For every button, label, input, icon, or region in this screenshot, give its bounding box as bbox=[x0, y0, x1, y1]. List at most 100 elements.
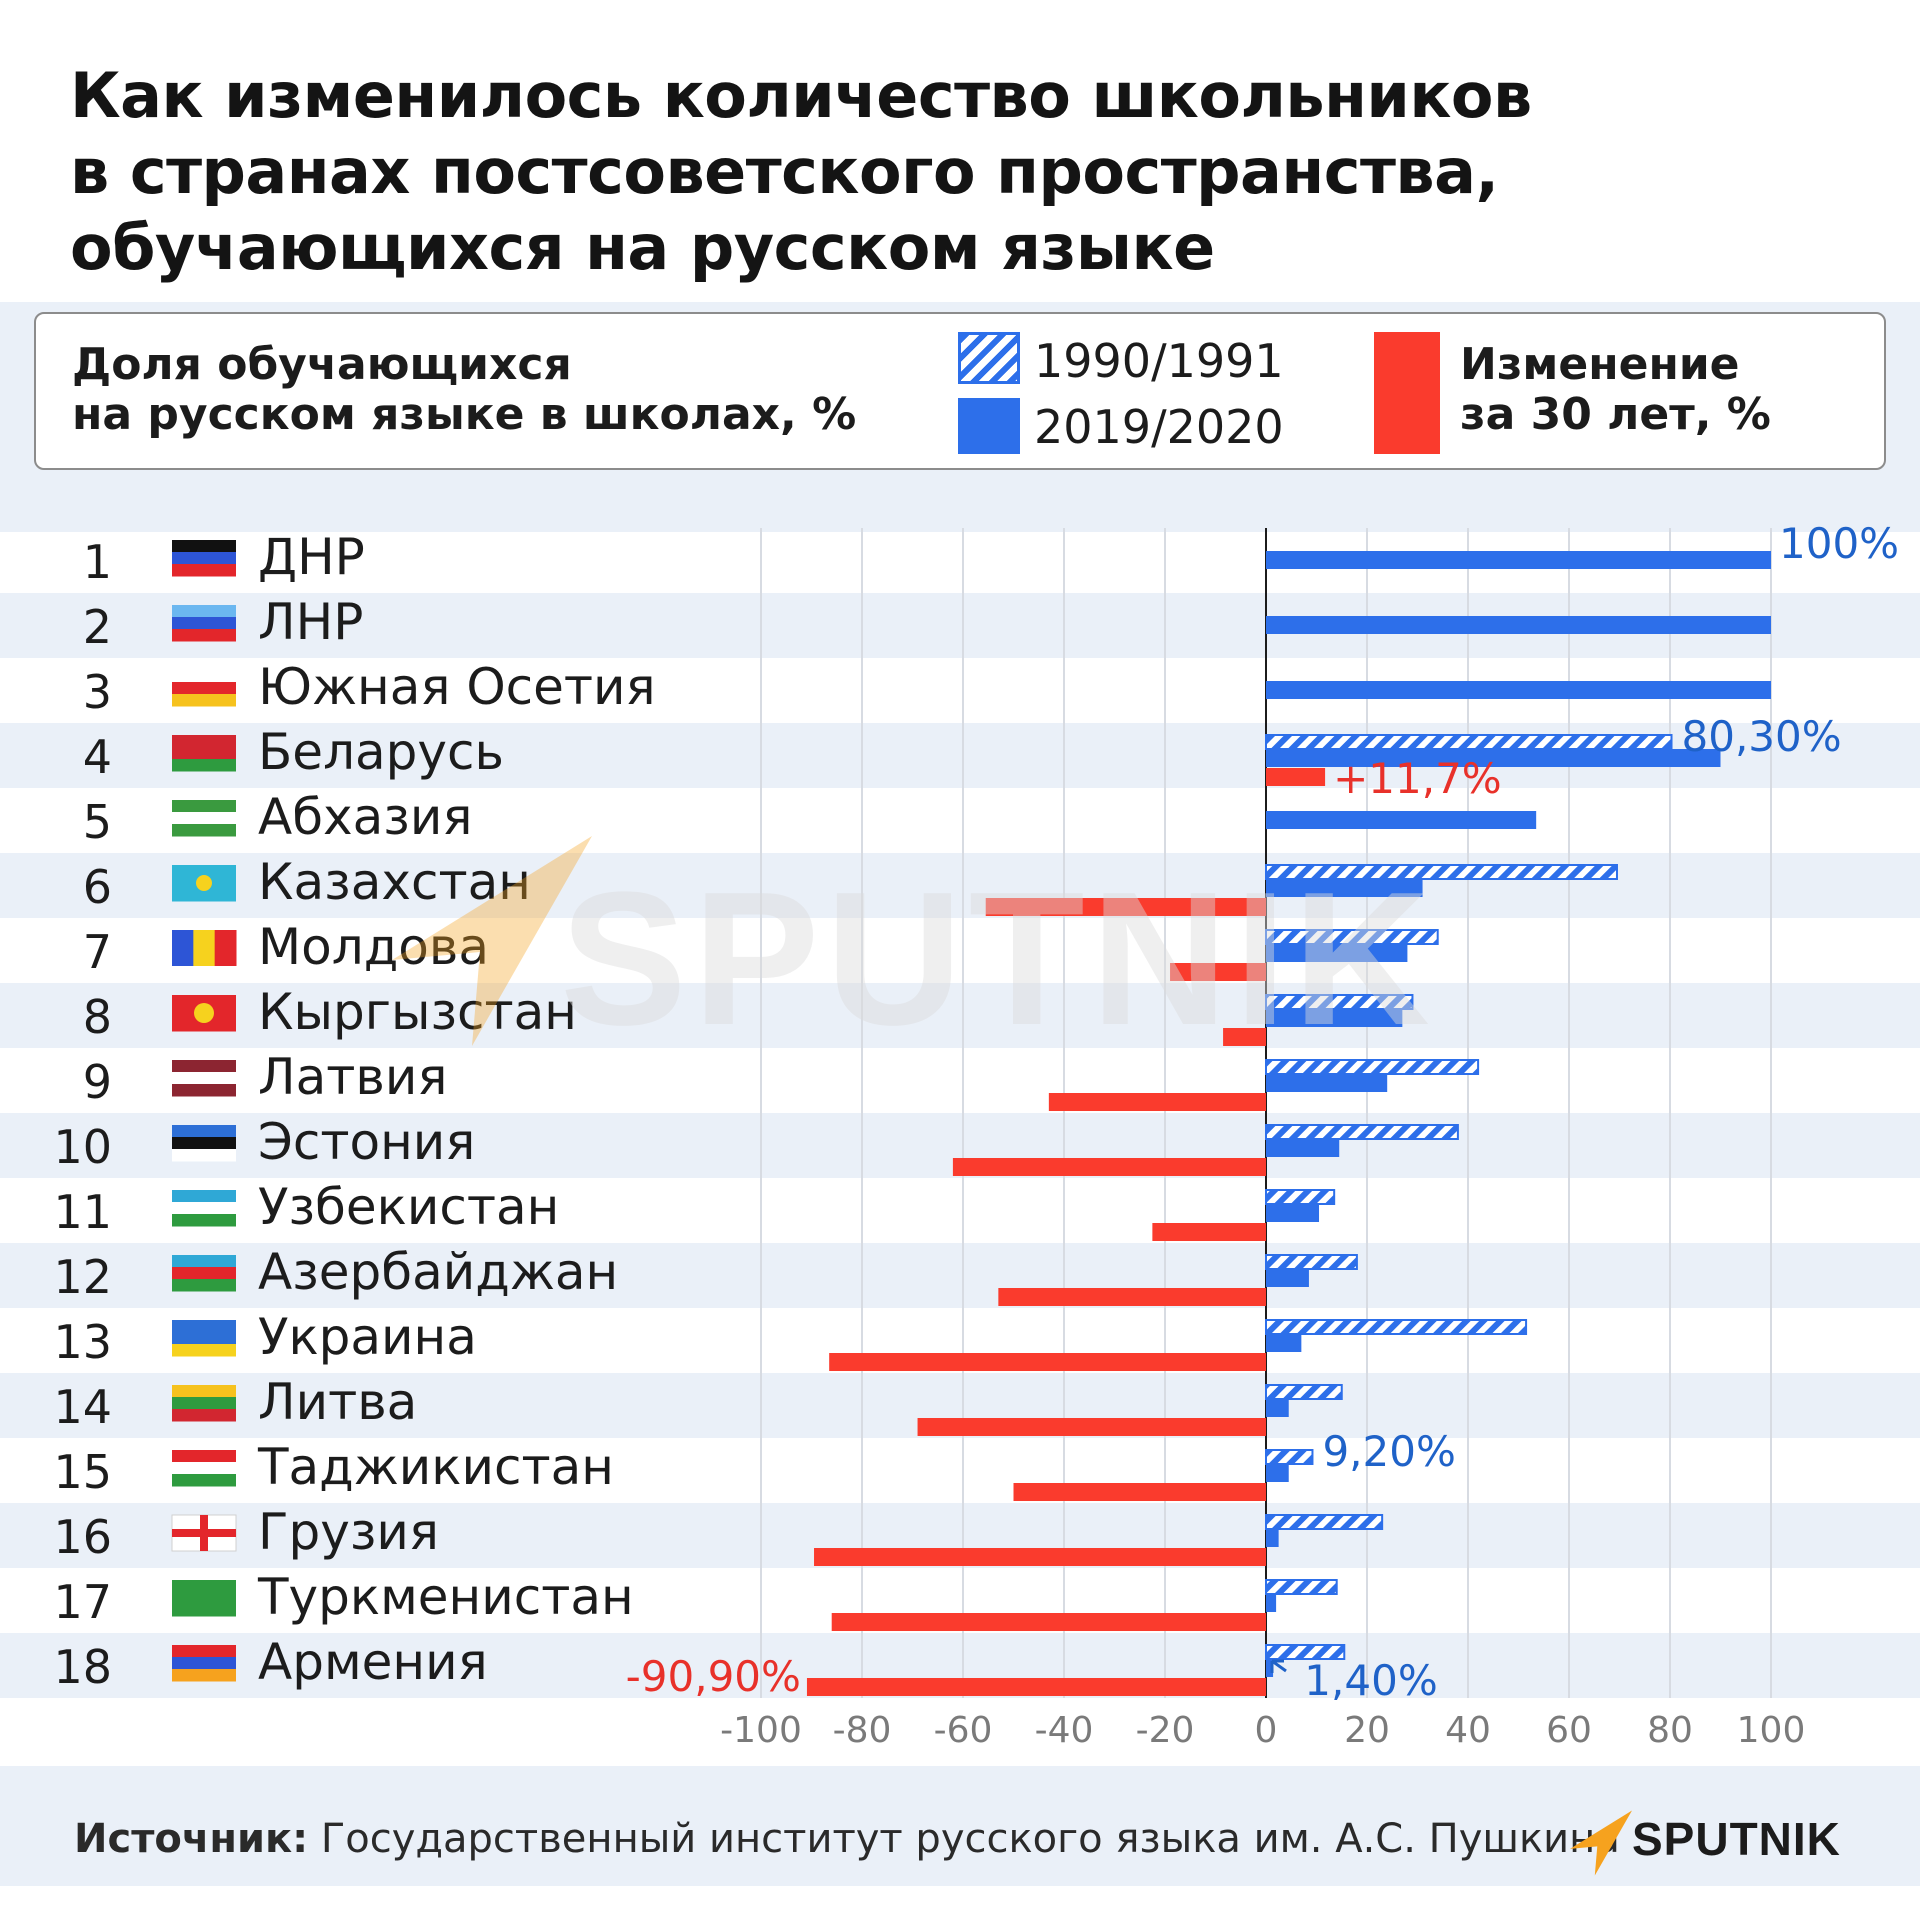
bar-2019 bbox=[1266, 1529, 1279, 1547]
row-band bbox=[0, 1243, 1920, 1308]
bar-2019 bbox=[1266, 681, 1771, 699]
flag-kyrgyzstan-icon bbox=[172, 995, 236, 1032]
flag-turkmenistan-icon bbox=[172, 1580, 236, 1617]
row-rank: 10 bbox=[53, 1120, 112, 1174]
flag-stripe bbox=[172, 1072, 236, 1085]
row-rank: 18 bbox=[53, 1640, 112, 1694]
flag-abkhazia-icon bbox=[172, 800, 236, 837]
flag-ukraine-icon bbox=[172, 1320, 236, 1357]
bar-change bbox=[1223, 1028, 1266, 1046]
legend: Доля обучающихся на русском языке в школ… bbox=[34, 312, 1886, 470]
row-country-name: Беларусь bbox=[258, 723, 504, 781]
flag-georgia-icon bbox=[171, 1514, 237, 1552]
bar-change bbox=[1266, 768, 1326, 786]
bar-change bbox=[1048, 1093, 1266, 1111]
flag-stripe bbox=[172, 930, 194, 966]
flag-stripe bbox=[172, 629, 236, 642]
flag-stripe bbox=[172, 1332, 236, 1345]
flag-stripe bbox=[172, 735, 236, 748]
bar-change bbox=[814, 1548, 1266, 1566]
flag-stripe bbox=[172, 605, 236, 618]
x-tick-label: -20 bbox=[1136, 1710, 1195, 1751]
row-country-name: Азербайджан bbox=[258, 1243, 618, 1301]
row-rank: 8 bbox=[83, 990, 112, 1044]
bar-2019 bbox=[1266, 944, 1408, 962]
legend-label-1990: 1990/1991 bbox=[1034, 334, 1284, 388]
bar-1990 bbox=[1265, 1579, 1338, 1595]
x-tick-label: 20 bbox=[1344, 1710, 1390, 1751]
row-country-name: Абхазия bbox=[258, 788, 472, 846]
bar-1990 bbox=[1265, 1644, 1346, 1660]
flag-stripe bbox=[172, 759, 236, 772]
row-country-name: Армения bbox=[258, 1633, 488, 1691]
flag-stripe bbox=[172, 824, 236, 837]
row-band bbox=[0, 983, 1920, 1048]
flag-lithuania-icon bbox=[172, 1385, 236, 1422]
x-tick-label: 80 bbox=[1647, 1710, 1693, 1751]
row-country-name: ДНР bbox=[258, 528, 365, 586]
flag-stripe bbox=[172, 1462, 236, 1475]
row-rank: 11 bbox=[53, 1185, 112, 1239]
flag-sun bbox=[196, 875, 212, 891]
flag-stripe bbox=[214, 930, 237, 966]
legend-label-2019: 2019/2020 bbox=[1034, 400, 1284, 454]
bar-1990 bbox=[1265, 1124, 1459, 1140]
flag-stripe bbox=[172, 1190, 236, 1203]
flag-azerbaijan-icon bbox=[172, 1255, 236, 1292]
data-label: 1,40% bbox=[1304, 1656, 1437, 1705]
flag-south-ossetia-icon bbox=[172, 670, 236, 707]
flag-stripe bbox=[172, 564, 236, 577]
flag-belarus-icon bbox=[172, 735, 236, 772]
flag-stripe bbox=[172, 747, 236, 760]
x-tick-label: 0 bbox=[1255, 1710, 1278, 1751]
row-country-name: Литва bbox=[258, 1373, 417, 1431]
flag-stripe bbox=[172, 1592, 236, 1605]
bar-2019 bbox=[1266, 1269, 1309, 1287]
data-label: +11,7% bbox=[1333, 754, 1502, 803]
source-label: Источник: bbox=[74, 1816, 309, 1862]
data-label: 80,30% bbox=[1682, 712, 1842, 761]
bar-change bbox=[998, 1288, 1266, 1306]
row-rank: 3 bbox=[83, 665, 112, 719]
bar-2019 bbox=[1266, 811, 1537, 829]
flag-stripe bbox=[172, 617, 236, 630]
flag-stripe bbox=[172, 1202, 236, 1215]
bar-1990 bbox=[1265, 1254, 1358, 1270]
bar-1990 bbox=[1265, 1449, 1314, 1465]
row-rank: 4 bbox=[83, 730, 112, 784]
bar-1990 bbox=[1265, 1319, 1528, 1335]
flag-stripe bbox=[172, 540, 236, 553]
flag-kazakhstan-icon bbox=[172, 865, 236, 902]
bar-1990 bbox=[1265, 1189, 1336, 1205]
legend-swatch-change bbox=[1374, 332, 1440, 454]
legend-swatch-2019 bbox=[958, 398, 1020, 454]
callout-arrow-icon bbox=[1270, 1659, 1287, 1673]
flag-stripe bbox=[172, 1450, 236, 1463]
row-country-name: Казахстан bbox=[258, 853, 531, 911]
data-label: 9,20% bbox=[1322, 1427, 1455, 1476]
bar-1990 bbox=[1265, 1514, 1384, 1530]
row-rank: 16 bbox=[53, 1510, 112, 1564]
flag-stripe bbox=[172, 1397, 236, 1410]
bar-change bbox=[1152, 1223, 1266, 1241]
bar-2019 bbox=[1266, 1399, 1289, 1417]
flag-stripe bbox=[172, 889, 236, 902]
row-rank: 14 bbox=[53, 1380, 112, 1434]
flag-stripe bbox=[172, 1409, 236, 1422]
x-tick-label: -60 bbox=[934, 1710, 993, 1751]
row-rank: 1 bbox=[83, 535, 112, 589]
row-rank: 2 bbox=[83, 600, 112, 654]
row-country-name: Таджикистан bbox=[257, 1438, 614, 1496]
flag-stripe bbox=[172, 670, 236, 683]
row-country-name: Узбекистан bbox=[258, 1178, 559, 1236]
flag-stripe bbox=[172, 1125, 236, 1138]
x-tick-label: -80 bbox=[833, 1710, 892, 1751]
flag-cross bbox=[172, 1529, 236, 1537]
flag-moldova-icon bbox=[172, 930, 237, 966]
flag-lnr-icon bbox=[172, 605, 236, 642]
bar-2019 bbox=[1266, 1139, 1340, 1157]
flag-uzbekistan-icon bbox=[172, 1190, 236, 1227]
bar-1990 bbox=[1265, 864, 1618, 880]
axis-band bbox=[0, 1698, 1920, 1766]
flag-stripe bbox=[172, 1645, 236, 1658]
